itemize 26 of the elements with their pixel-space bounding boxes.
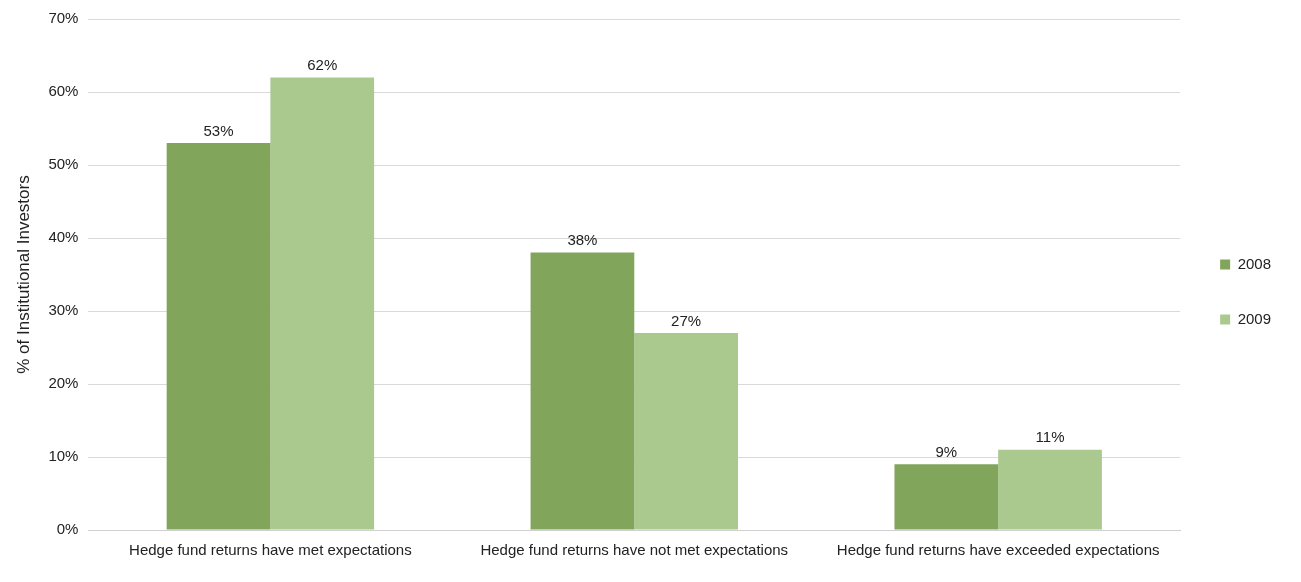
- y-tick-label: 30%: [48, 301, 79, 319]
- y-tick-label: 70%: [48, 9, 79, 27]
- bar: [998, 449, 1102, 530]
- y-tick-label: 0%: [56, 520, 79, 538]
- bar: [894, 464, 999, 530]
- data-label: 62%: [307, 56, 338, 74]
- x-tick-label: Hedge fund returns have not met expectations: [480, 541, 789, 559]
- bar: [270, 77, 375, 530]
- bar: [634, 332, 738, 530]
- bar: [166, 143, 271, 530]
- data-label: 38%: [567, 231, 598, 249]
- legend-label: 2008: [1237, 254, 1272, 272]
- y-tick-label: 10%: [48, 447, 79, 465]
- y-tick-label: 20%: [48, 374, 79, 392]
- y-tick-label: 50%: [48, 155, 79, 173]
- data-label: 27%: [671, 311, 702, 329]
- y-tick-label: 60%: [48, 82, 79, 100]
- bar: [530, 252, 635, 530]
- data-label: 53%: [203, 121, 234, 139]
- y-axis-title: % of Institutional Investors: [13, 175, 33, 374]
- data-label: 11%: [1035, 428, 1065, 446]
- legend-label: 2009: [1237, 309, 1272, 327]
- x-tick-label: Hedge fund returns have met expectations: [129, 541, 412, 559]
- y-tick-label: 40%: [48, 228, 79, 246]
- data-label: 9%: [935, 442, 958, 460]
- x-tick-label: Hedge fund returns have exceeded expectations: [836, 541, 1160, 559]
